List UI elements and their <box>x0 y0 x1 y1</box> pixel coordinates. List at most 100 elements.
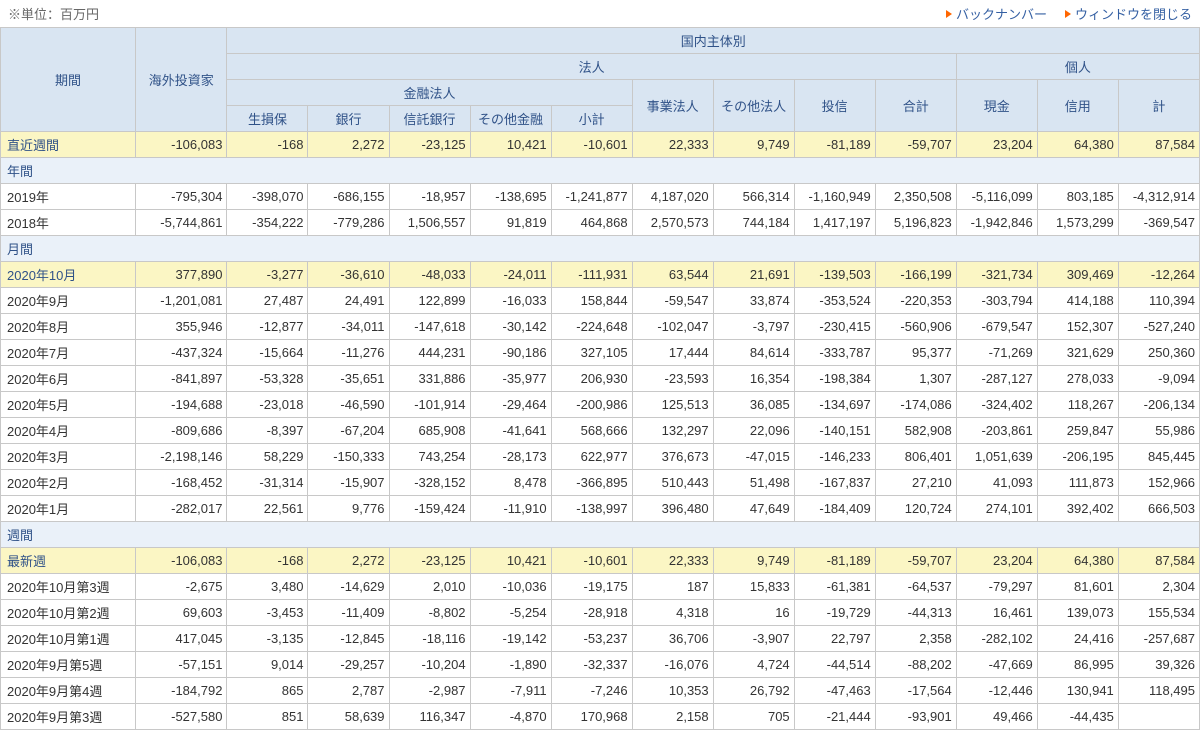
cell-value: 55,986 <box>1118 418 1199 444</box>
cell-value: 125,513 <box>632 392 713 418</box>
cell-value: -11,409 <box>308 600 389 626</box>
cell-value: 51,498 <box>713 470 794 496</box>
th-goukei: 合計 <box>875 80 956 132</box>
cell-value: -354,222 <box>227 210 308 236</box>
cell-value: 622,977 <box>551 444 632 470</box>
cell-value: 95,377 <box>875 340 956 366</box>
cell-value: 355,946 <box>136 314 227 340</box>
th-kinyuu: 金融法人 <box>227 80 632 106</box>
cell-value: -353,524 <box>794 288 875 314</box>
cell-value: -184,409 <box>794 496 875 522</box>
cell-value: -168,452 <box>136 470 227 496</box>
th-foreign: 海外投資家 <box>136 28 227 132</box>
cell-value: 2,272 <box>308 548 389 574</box>
cell-value: -81,189 <box>794 132 875 158</box>
cell-value: -168 <box>227 548 308 574</box>
cell-value: 63,544 <box>632 262 713 288</box>
cell-value: -134,697 <box>794 392 875 418</box>
cell-value: 69,603 <box>136 600 227 626</box>
cell-value: 2,158 <box>632 704 713 730</box>
row-label: 2019年 <box>1 184 136 210</box>
table-row: 2018年-5,744,861-354,222-779,2861,506,557… <box>1 210 1200 236</box>
section-label: 年間 <box>1 158 1200 184</box>
cell-value: 309,469 <box>1037 262 1118 288</box>
cell-value: -324,402 <box>956 392 1037 418</box>
row-label: 最新週 <box>1 548 136 574</box>
cell-value: 851 <box>227 704 308 730</box>
cell-value: 81,601 <box>1037 574 1118 600</box>
cell-value: -560,906 <box>875 314 956 340</box>
triangle-icon <box>1065 10 1071 18</box>
cell-value: -16,033 <box>470 288 551 314</box>
cell-value: 2,350,508 <box>875 184 956 210</box>
data-table: 期間 海外投資家 国内主体別 法人 個人 金融法人 事業法人 その他法人 投信 … <box>0 27 1200 730</box>
th-kei: 計 <box>1118 80 1199 132</box>
cell-value: -203,861 <box>956 418 1037 444</box>
cell-value: -18,116 <box>389 626 470 652</box>
cell-value: 510,443 <box>632 470 713 496</box>
table-row: 2020年9月-1,201,08127,48724,491122,899-16,… <box>1 288 1200 314</box>
cell-value: 2,570,573 <box>632 210 713 236</box>
cell-value: 417,045 <box>136 626 227 652</box>
cell-value: -1,241,877 <box>551 184 632 210</box>
cell-value: -10,601 <box>551 548 632 574</box>
cell-value: -9,094 <box>1118 366 1199 392</box>
cell-value: -679,547 <box>956 314 1037 340</box>
cell-value: 2,010 <box>389 574 470 600</box>
cell-value: -437,324 <box>136 340 227 366</box>
cell-value: -48,033 <box>389 262 470 288</box>
cell-value: -71,269 <box>956 340 1037 366</box>
cell-value: 377,890 <box>136 262 227 288</box>
cell-value: 743,254 <box>389 444 470 470</box>
cell-value: 2,787 <box>308 678 389 704</box>
cell-value: -11,276 <box>308 340 389 366</box>
cell-value: 582,908 <box>875 418 956 444</box>
cell-value: 2,304 <box>1118 574 1199 600</box>
cell-value: 278,033 <box>1037 366 1118 392</box>
cell-value: 4,318 <box>632 600 713 626</box>
backnumber-link[interactable]: バックナンバー <box>946 4 1047 23</box>
cell-value: -321,734 <box>956 262 1037 288</box>
cell-value: -138,695 <box>470 184 551 210</box>
cell-value: 685,908 <box>389 418 470 444</box>
cell-value: -67,204 <box>308 418 389 444</box>
th-trust: 信託銀行 <box>389 106 470 132</box>
row-label: 2020年5月 <box>1 392 136 418</box>
cell-value: -206,195 <box>1037 444 1118 470</box>
cell-value: 250,360 <box>1118 340 1199 366</box>
cell-value: -30,142 <box>470 314 551 340</box>
cell-value: -194,688 <box>136 392 227 418</box>
close-window-link[interactable]: ウィンドウを閉じる <box>1065 4 1192 23</box>
cell-value: 376,673 <box>632 444 713 470</box>
cell-value: -23,125 <box>389 548 470 574</box>
table-row: 最新週-106,083-1682,272-23,12510,421-10,601… <box>1 548 1200 574</box>
table-row: 2020年9月第3週-527,58085158,639116,347-4,870… <box>1 704 1200 730</box>
section-row: 月間 <box>1 236 1200 262</box>
cell-value: -146,233 <box>794 444 875 470</box>
table-body: 直近週間-106,083-1682,272-23,12510,421-10,60… <box>1 132 1200 730</box>
cell-value: 110,394 <box>1118 288 1199 314</box>
cell-value: -206,134 <box>1118 392 1199 418</box>
cell-value: 9,749 <box>713 132 794 158</box>
row-label: 2020年2月 <box>1 470 136 496</box>
cell-value: -14,629 <box>308 574 389 600</box>
cell-value: 744,184 <box>713 210 794 236</box>
cell-value: -53,237 <box>551 626 632 652</box>
cell-value: 118,267 <box>1037 392 1118 418</box>
cell-value: -1,201,081 <box>136 288 227 314</box>
cell-value: -47,015 <box>713 444 794 470</box>
cell-value: 321,629 <box>1037 340 1118 366</box>
cell-value: 22,333 <box>632 132 713 158</box>
cell-value: 464,868 <box>551 210 632 236</box>
th-bizcorp: 事業法人 <box>632 80 713 132</box>
cell-value: 139,073 <box>1037 600 1118 626</box>
cell-value: 9,749 <box>713 548 794 574</box>
cell-value: 87,584 <box>1118 548 1199 574</box>
cell-value: -166,199 <box>875 262 956 288</box>
cell-value: 8,478 <box>470 470 551 496</box>
cell-value: 1,417,197 <box>794 210 875 236</box>
cell-value: 23,204 <box>956 548 1037 574</box>
th-toushin: 投信 <box>794 80 875 132</box>
th-period: 期間 <box>1 28 136 132</box>
cell-value: 87,584 <box>1118 132 1199 158</box>
